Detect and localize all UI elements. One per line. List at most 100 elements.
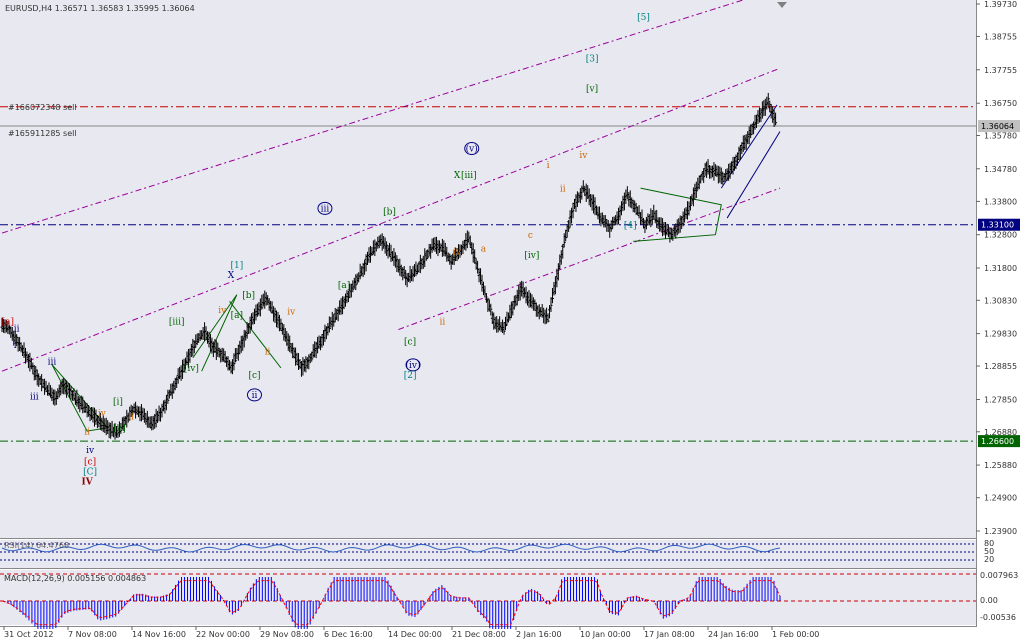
wave-label: [a] xyxy=(231,311,243,321)
time-tick-label: 31 Oct 2012 xyxy=(4,630,53,639)
time-tick-label: 29 Nov 08:00 xyxy=(260,630,314,639)
price-tag-label: 1.26600 xyxy=(981,437,1014,446)
wave-label: X xyxy=(454,171,461,181)
time-tick-label: 21 Dec 08:00 xyxy=(452,630,506,639)
main-plot-area xyxy=(0,0,976,538)
price-tick-label: 1.23900 xyxy=(984,527,1017,536)
wave-label: c xyxy=(528,231,533,241)
time-tick-label: 10 Jan 00:00 xyxy=(580,630,631,639)
time-tick-label: 17 Jan 08:00 xyxy=(644,630,695,639)
wave-label: [iv] xyxy=(524,251,539,261)
price-ticks: 1.39730 1.38755 1.37755 1.36750 1.35780 1.347… xyxy=(976,0,1017,536)
wave-label: [2] xyxy=(404,371,417,381)
wave-label: [v] xyxy=(586,85,598,95)
price-tag-label: 1.33100 xyxy=(981,221,1014,230)
wave-label: [a] xyxy=(2,318,14,328)
wave-label: (v) xyxy=(466,143,478,154)
rsi-tick-label: 80 xyxy=(984,539,994,548)
wave-label: a xyxy=(481,244,487,254)
price-tick-label: 1.24900 xyxy=(984,494,1017,503)
macd-plot-area xyxy=(0,570,976,625)
macd-indicator: 0.007963 0.00 -0.00536 xyxy=(0,571,1018,629)
wave-label: iv xyxy=(287,308,296,318)
wave-label: [iv] xyxy=(184,364,199,374)
time-tick-label: 6 Dec 16:00 xyxy=(324,630,373,639)
wave-label: [a] xyxy=(338,281,350,291)
wave-label: iv xyxy=(218,306,227,316)
rsi-line xyxy=(1,543,781,553)
price-tick-label: 1.27850 xyxy=(984,395,1017,404)
wave-label: [5] xyxy=(637,13,650,23)
macd-tick-label: -0.00536 xyxy=(980,613,1016,622)
wave-ring xyxy=(317,201,333,215)
order-label-2: #165911285 sell xyxy=(8,129,77,138)
wave-label: i xyxy=(14,341,17,351)
rsi-tick-label: 50 xyxy=(984,547,994,556)
wave-ring xyxy=(464,141,480,155)
price-tick-label: 1.33800 xyxy=(984,197,1017,206)
time-tick-label: 22 Nov 00:00 xyxy=(196,630,250,639)
time-tick-label: 1 Feb 00:00 xyxy=(772,630,819,639)
wave-label: ii xyxy=(265,348,271,358)
scroll-marker-icon[interactable] xyxy=(777,2,787,8)
wave-label: ii xyxy=(252,391,258,401)
triangle-outline xyxy=(51,364,109,432)
wave-label: iv xyxy=(98,409,107,419)
wave-label: iv xyxy=(86,446,95,456)
time-tick-label: 14 Nov 16:00 xyxy=(132,630,186,639)
price-tag xyxy=(978,435,1020,448)
wave-label: iii xyxy=(321,204,330,214)
price-tick-label: 1.31800 xyxy=(984,264,1017,273)
wave-label: [3] xyxy=(586,55,599,65)
price-tick-label: 1.32800 xyxy=(984,231,1017,240)
wave-label: ii xyxy=(560,184,566,194)
time-tick-label: 14 Dec 00:00 xyxy=(388,630,442,639)
wave-label: [c] xyxy=(84,457,96,467)
price-tick-label: 1.37755 xyxy=(984,66,1017,75)
wave-label: iv xyxy=(579,151,588,161)
horizontal-levels xyxy=(0,106,976,442)
wave-label: iii xyxy=(48,358,57,368)
wave-label: [b] xyxy=(383,208,396,218)
chart-title: EURUSD,H4 1.36571 1.36583 1.35995 1.3606… xyxy=(5,4,195,13)
rsi-plot-area xyxy=(0,540,976,568)
wave-label: [iii] xyxy=(169,318,185,328)
wave-label: iii xyxy=(30,392,39,402)
price-tick-label: 1.38755 xyxy=(984,32,1017,41)
price-bars xyxy=(0,92,778,440)
price-tick-label: 1.34780 xyxy=(984,165,1017,174)
price-tag-label: 1.36064 xyxy=(981,122,1014,131)
wave-label: IV xyxy=(82,477,94,487)
wave-label: iv xyxy=(453,248,462,258)
price-tick-label: 1.30830 xyxy=(984,296,1017,305)
price-tag xyxy=(978,120,1020,133)
wave-label: (iv) xyxy=(406,360,421,371)
wave-label: [C] xyxy=(83,467,97,477)
rsi-tick-label: 20 xyxy=(984,555,994,564)
wave-ring xyxy=(405,358,421,372)
channel-line xyxy=(398,187,781,331)
wave-label: [c] xyxy=(248,371,260,381)
macd-tick-label: 0.007963 xyxy=(980,571,1018,580)
price-tick-label: 1.25880 xyxy=(984,461,1017,470)
macd-title: MACD(12,26,9) 0.005156 0.004863 xyxy=(4,574,146,583)
wave-label: [iii] xyxy=(461,171,477,181)
wave-label: ii xyxy=(84,427,90,437)
wave-label: i xyxy=(547,161,550,171)
price-tick-label: 1.28855 xyxy=(984,362,1017,371)
wave-label: ii xyxy=(439,318,445,328)
wave-label: [c] xyxy=(404,338,416,348)
triangle-outline xyxy=(229,300,282,369)
price-tick-label: 1.26880 xyxy=(984,428,1017,437)
time-axis xyxy=(0,626,977,643)
price-tick-label: 1.35780 xyxy=(984,132,1017,141)
time-tick-label: 7 Nov 08:00 xyxy=(68,630,117,639)
rsi-title: RSI(14) 64.4768 xyxy=(4,541,69,550)
order-label-1: #166072348 sell xyxy=(8,103,77,112)
time-tick-label: 2 Jan 16:00 xyxy=(516,630,562,639)
price-tags: 1.36064 1.33100 1.26600 xyxy=(978,120,1020,448)
wave-label: [i] xyxy=(113,397,123,407)
price-tick-label: 1.39730 xyxy=(984,0,1017,9)
